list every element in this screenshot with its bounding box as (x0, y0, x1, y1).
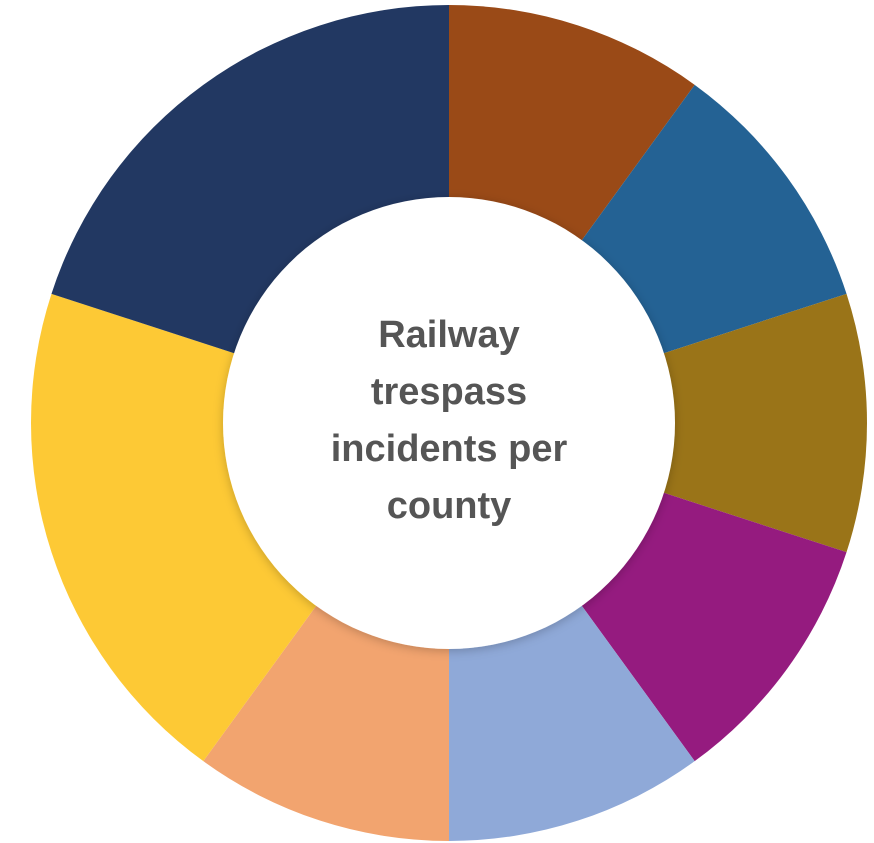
donut-hole (223, 197, 675, 649)
chart-title: Railway trespass incidents per county (331, 314, 568, 527)
chart-title-line: incidents per (331, 428, 568, 470)
chart-title-line: county (387, 485, 512, 527)
chart-title-line: trespass (371, 371, 527, 413)
chart-title-line: Railway (378, 314, 520, 356)
